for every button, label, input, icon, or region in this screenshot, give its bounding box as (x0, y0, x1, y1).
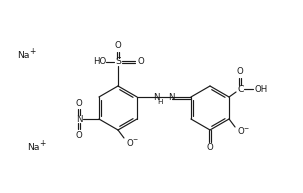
Text: C: C (238, 85, 244, 93)
Text: HO: HO (93, 58, 107, 67)
Text: OH: OH (255, 85, 268, 93)
Text: N: N (153, 93, 160, 102)
Text: S: S (115, 58, 121, 67)
Text: O: O (75, 98, 82, 108)
Text: O: O (237, 68, 243, 76)
Text: Na: Na (27, 144, 39, 152)
Text: O: O (115, 41, 122, 51)
Text: O: O (238, 128, 245, 136)
Text: Na: Na (17, 51, 29, 59)
Text: N: N (168, 93, 175, 102)
Text: −: − (132, 136, 138, 141)
Text: H: H (158, 99, 163, 105)
Text: O: O (207, 144, 213, 152)
Text: −: − (243, 125, 249, 130)
Text: +: + (29, 47, 35, 56)
Text: +: + (39, 140, 45, 148)
Text: O: O (127, 139, 133, 147)
Text: O: O (75, 130, 82, 140)
Text: O: O (138, 58, 144, 67)
Text: N: N (76, 114, 82, 124)
